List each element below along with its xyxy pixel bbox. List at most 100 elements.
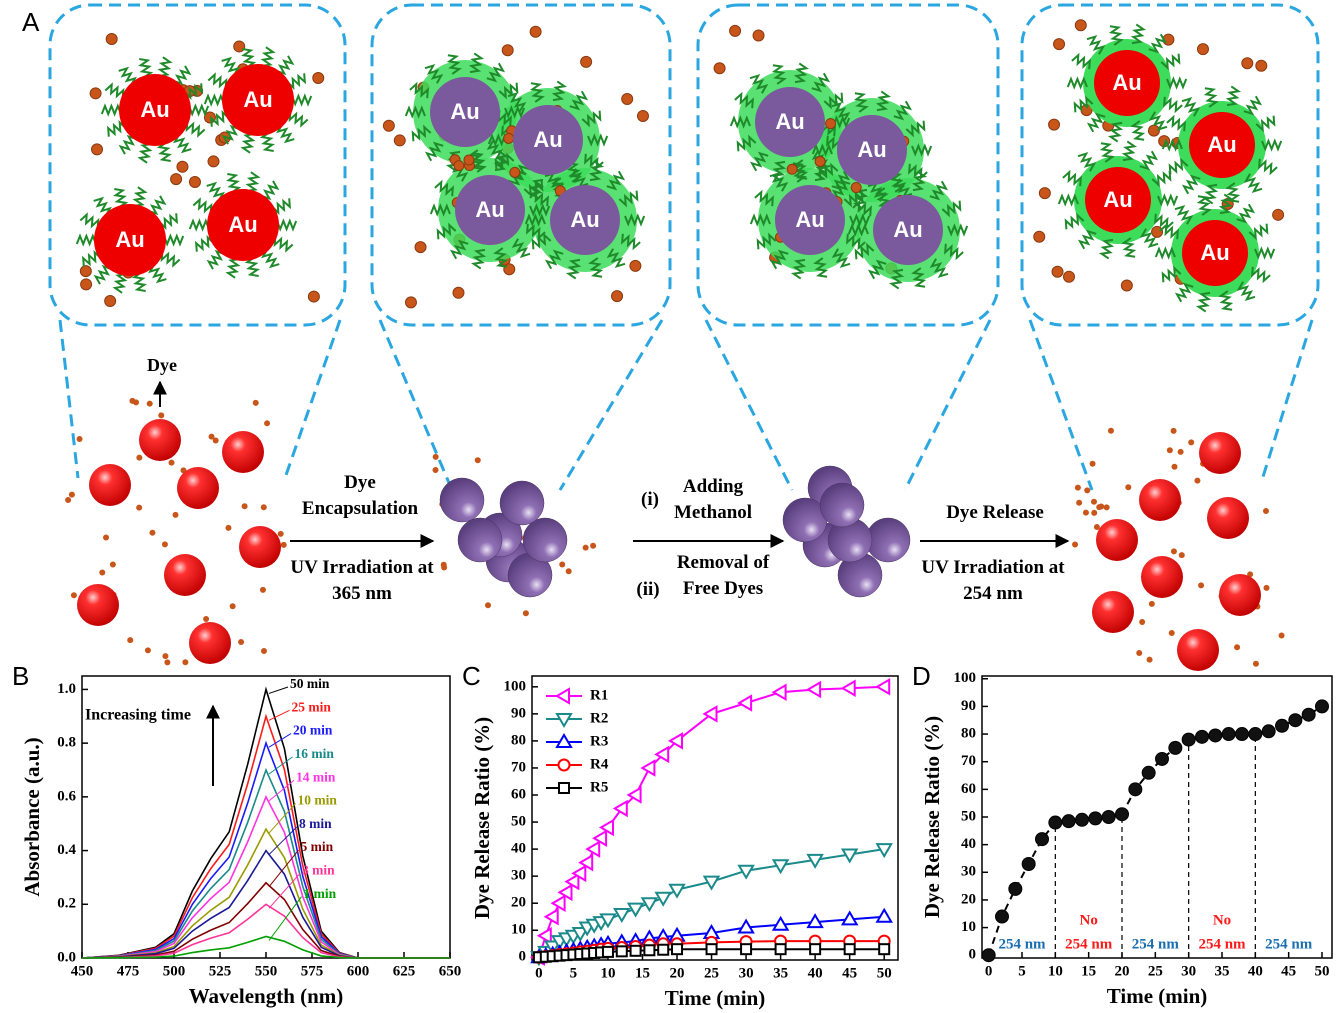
dye-molecule bbox=[1084, 487, 1090, 493]
y-axis-label: Dye Release Ratio (%) bbox=[920, 716, 944, 918]
dye-molecule bbox=[1094, 524, 1100, 530]
data-point bbox=[1302, 708, 1315, 721]
step-text: Removal of Free Dyes bbox=[663, 550, 783, 602]
figure: AAuAuAuAuAuAuAuAuAuAuAuAuAuAuAuAuDyeB450… bbox=[0, 0, 1339, 1013]
y-tick-label: 30 bbox=[961, 864, 976, 880]
polymer-chain bbox=[243, 134, 254, 153]
particle-label: Au bbox=[795, 207, 824, 232]
polymer-chain bbox=[1175, 207, 1191, 225]
dye-molecule bbox=[1242, 58, 1253, 69]
data-point bbox=[617, 946, 627, 956]
region-label: 254 nm bbox=[1265, 936, 1313, 952]
polymer-chain bbox=[1140, 151, 1156, 169]
dye-molecule bbox=[1090, 461, 1096, 467]
x-tick-label: 550 bbox=[255, 963, 278, 979]
nanoparticle bbox=[189, 622, 231, 664]
nanoparticle bbox=[1096, 519, 1138, 561]
dye-molecule bbox=[1096, 504, 1102, 510]
x-tick-label: 525 bbox=[209, 963, 232, 979]
y-tick-label: 90 bbox=[961, 698, 976, 714]
dye-molecule bbox=[1198, 582, 1204, 588]
dye-molecule bbox=[1076, 500, 1082, 506]
polymer-chain bbox=[1239, 282, 1255, 300]
dye-molecule bbox=[182, 659, 188, 665]
dye-molecule bbox=[787, 164, 797, 174]
polymer-chain bbox=[1089, 114, 1105, 132]
dye-molecule bbox=[612, 291, 623, 302]
y-tick-label: 1.0 bbox=[57, 681, 76, 697]
dye-molecule bbox=[1063, 271, 1074, 282]
x-tick-label: 45 bbox=[1281, 963, 1296, 979]
dye-molecule bbox=[504, 264, 515, 275]
dye-molecule bbox=[1083, 510, 1089, 516]
data-point bbox=[845, 944, 855, 954]
data-point bbox=[1182, 733, 1195, 746]
data-point bbox=[1169, 741, 1182, 754]
dye-molecule bbox=[261, 648, 267, 654]
data-point bbox=[658, 945, 668, 955]
dye-molecule bbox=[69, 492, 75, 498]
dye-molecule bbox=[559, 561, 565, 567]
data-point bbox=[1156, 752, 1169, 765]
series-label: 3 min bbox=[302, 862, 335, 877]
polymer-chain bbox=[228, 259, 239, 278]
zoom-line bbox=[60, 320, 78, 478]
plot-frame bbox=[982, 676, 1332, 958]
dye-molecule bbox=[171, 174, 182, 185]
x-tick-label: 50 bbox=[877, 965, 892, 981]
dye-molecule bbox=[1234, 644, 1240, 650]
data-point bbox=[879, 944, 889, 954]
data-point bbox=[1222, 728, 1235, 741]
y-tick-label: 60 bbox=[511, 786, 526, 802]
dye-molecule bbox=[99, 570, 105, 576]
dye-molecule bbox=[415, 242, 426, 253]
step-text: Adding Methanol bbox=[663, 474, 763, 526]
nanoparticle bbox=[177, 467, 219, 509]
dye-molecule bbox=[630, 260, 641, 271]
polymer-chain bbox=[1244, 96, 1260, 114]
aggregated-nanoparticle bbox=[440, 478, 484, 522]
dye-molecule bbox=[308, 291, 319, 302]
step-title: Dye Release bbox=[915, 500, 1075, 526]
data-point bbox=[707, 944, 717, 954]
dye-molecule bbox=[213, 438, 219, 444]
particle-label: Au bbox=[140, 97, 169, 122]
dye-molecule bbox=[162, 653, 168, 659]
dye-molecule bbox=[485, 602, 491, 608]
polymer-chain bbox=[193, 200, 211, 214]
data-point bbox=[877, 910, 891, 922]
series-line bbox=[82, 829, 450, 958]
particle-label: Au bbox=[1112, 70, 1141, 95]
zoom-line bbox=[905, 320, 990, 490]
leader-line bbox=[269, 873, 300, 908]
x-tick-label: 45 bbox=[842, 965, 857, 981]
particle-label: Au bbox=[115, 227, 144, 252]
polymer-chain bbox=[105, 85, 123, 99]
x-axis-label: Wavelength (nm) bbox=[189, 984, 344, 1008]
data-point bbox=[1249, 728, 1262, 741]
series-line bbox=[82, 797, 450, 958]
polymer-chain bbox=[208, 75, 226, 89]
data-point bbox=[843, 681, 855, 695]
x-tick-label: 35 bbox=[1215, 963, 1230, 979]
dye-molecule bbox=[1104, 504, 1110, 510]
nanoparticle bbox=[89, 464, 131, 506]
step-title: Dye Encapsulation bbox=[295, 470, 425, 522]
polymer-chain bbox=[189, 106, 208, 114]
region-label: 254 nm bbox=[1065, 936, 1113, 952]
dye-molecule bbox=[1052, 266, 1063, 277]
leader-line bbox=[269, 710, 290, 720]
dye-molecule bbox=[110, 562, 116, 568]
particle-label: Au bbox=[1200, 240, 1229, 265]
particle-label: Au bbox=[893, 217, 922, 242]
data-point bbox=[644, 945, 654, 955]
x-axis-label: Time (min) bbox=[1107, 984, 1208, 1008]
dye-molecule bbox=[1167, 447, 1173, 453]
polymer-chain bbox=[162, 251, 180, 265]
dye-molecule bbox=[1171, 548, 1177, 554]
x-tick-label: 600 bbox=[347, 963, 370, 979]
dye-molecule bbox=[383, 120, 394, 131]
dye-molecule bbox=[145, 647, 151, 653]
dye-molecule bbox=[1049, 119, 1060, 130]
dye-molecule bbox=[1091, 510, 1097, 516]
